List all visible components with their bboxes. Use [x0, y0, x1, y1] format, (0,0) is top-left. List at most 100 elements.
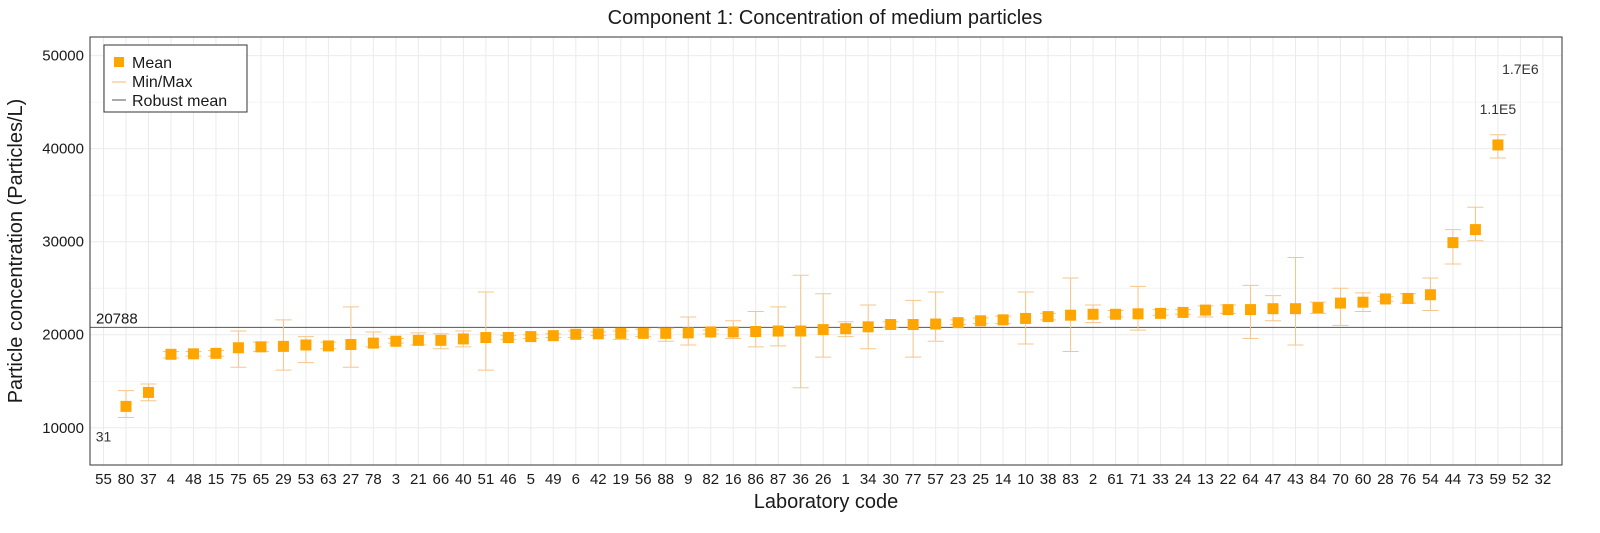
- annotations: 31 1.1E5 1.7E6: [96, 61, 1539, 445]
- x-tick-label: 13: [1197, 471, 1214, 488]
- x-tick-label: 64: [1242, 471, 1259, 488]
- mean-point: [1222, 304, 1234, 316]
- mean-point: [1424, 289, 1436, 301]
- x-tick-label: 61: [1107, 471, 1124, 488]
- x-tick-label: 55: [95, 471, 112, 488]
- y-axis-ticks: 10000 20000 30000 40000 50000: [42, 48, 84, 437]
- x-tick-label: 43: [1287, 471, 1304, 488]
- x-tick-label: 46: [500, 471, 517, 488]
- y-tick-label: 40000: [42, 141, 84, 158]
- x-tick-label: 36: [792, 471, 809, 488]
- x-tick-label: 71: [1130, 471, 1147, 488]
- x-tick-label: 82: [702, 471, 719, 488]
- mean-point: [142, 386, 154, 398]
- min-max-bar: [1130, 285, 1147, 331]
- mean-point: [525, 331, 537, 343]
- x-tick-label: 49: [545, 471, 562, 488]
- x-tick-label: 37: [140, 471, 157, 488]
- mean-point: [1492, 139, 1504, 151]
- mean-point: [862, 321, 874, 333]
- y-tick-label: 10000: [42, 420, 84, 437]
- x-tick-label: 77: [905, 471, 922, 488]
- x-tick-label: 52: [1512, 471, 1529, 488]
- mean-point: [1132, 308, 1144, 320]
- x-tick-label: 42: [590, 471, 607, 488]
- x-tick-label: 32: [1535, 471, 1552, 488]
- x-tick-label: 66: [433, 471, 450, 488]
- x-tick-label: 2: [1089, 471, 1097, 488]
- mean-point: [1379, 293, 1391, 305]
- mean-point: [435, 334, 447, 346]
- mean-point: [637, 327, 649, 339]
- x-tick-label: 59: [1490, 471, 1507, 488]
- mean-point: [412, 334, 424, 346]
- x-tick-label: 78: [365, 471, 382, 488]
- mean-points: [120, 139, 1504, 412]
- mean-point: [660, 327, 672, 339]
- x-tick-label: 60: [1355, 471, 1372, 488]
- x-tick-label: 25: [972, 471, 989, 488]
- x-tick-label: 6: [572, 471, 580, 488]
- mean-point: [1267, 303, 1279, 315]
- mean-point: [1200, 304, 1212, 316]
- min-max-bar: [1467, 206, 1484, 242]
- x-tick-label: 53: [298, 471, 315, 488]
- robust-mean-label: 20788: [96, 310, 138, 327]
- mean-point: [547, 330, 559, 342]
- x-tick-label: 33: [1152, 471, 1169, 488]
- x-tick-label: 30: [882, 471, 899, 488]
- x-tick-label: 5: [527, 471, 535, 488]
- min-max-bar: [927, 291, 944, 342]
- x-tick-label: 38: [1040, 471, 1057, 488]
- x-tick-label: 47: [1265, 471, 1282, 488]
- mean-point: [615, 327, 627, 339]
- x-tick-label: 16: [725, 471, 742, 488]
- mean-point: [570, 328, 582, 340]
- mean-point: [1447, 237, 1459, 249]
- mean-point: [592, 328, 604, 340]
- mean-point: [390, 335, 402, 347]
- legend-robust-mean-label: Robust mean: [132, 93, 227, 110]
- x-tick-label: 28: [1377, 471, 1394, 488]
- x-tick-label: 34: [860, 471, 877, 488]
- x-tick-label: 14: [995, 471, 1012, 488]
- mean-point: [322, 340, 334, 352]
- mean-point: [480, 332, 492, 344]
- mean-point: [232, 342, 244, 354]
- mean-point: [1312, 302, 1324, 314]
- min-max-bar: [1287, 257, 1304, 346]
- mean-point: [795, 325, 807, 337]
- mean-point: [997, 314, 1009, 326]
- mean-point: [1357, 296, 1369, 308]
- mean-point: [907, 319, 919, 331]
- legend: Mean Min/Max Robust mean: [103, 44, 248, 113]
- x-tick-label: 10: [1017, 471, 1034, 488]
- plot-border: [89, 36, 1563, 466]
- y-tick-label: 30000: [42, 234, 84, 251]
- x-tick-label: 29: [275, 471, 292, 488]
- x-tick-label: 44: [1445, 471, 1462, 488]
- mean-point: [277, 340, 289, 352]
- mean-point: [1334, 297, 1346, 309]
- x-tick-label: 88: [657, 471, 674, 488]
- x-tick-label: 63: [320, 471, 337, 488]
- y-axis-title: Particle concentration (Particles/L): [5, 99, 27, 404]
- x-tick-label: 22: [1220, 471, 1237, 488]
- mean-point: [930, 318, 942, 330]
- mean-point: [817, 324, 829, 336]
- mean-point: [1087, 308, 1099, 320]
- mean-point: [120, 400, 132, 412]
- x-tick-label: 86: [747, 471, 764, 488]
- x-axis-title: Laboratory code: [754, 491, 899, 513]
- mean-point: [367, 337, 379, 349]
- x-tick-label: 87: [770, 471, 787, 488]
- y-tick-label: 50000: [42, 48, 84, 65]
- x-tick-label: 48: [185, 471, 202, 488]
- mean-point: [345, 339, 357, 351]
- mean-point: [255, 341, 267, 353]
- x-tick-label: 4: [167, 471, 175, 488]
- annotation-label: 31: [96, 429, 112, 445]
- x-tick-label: 73: [1467, 471, 1484, 488]
- x-tick-label: 19: [612, 471, 629, 488]
